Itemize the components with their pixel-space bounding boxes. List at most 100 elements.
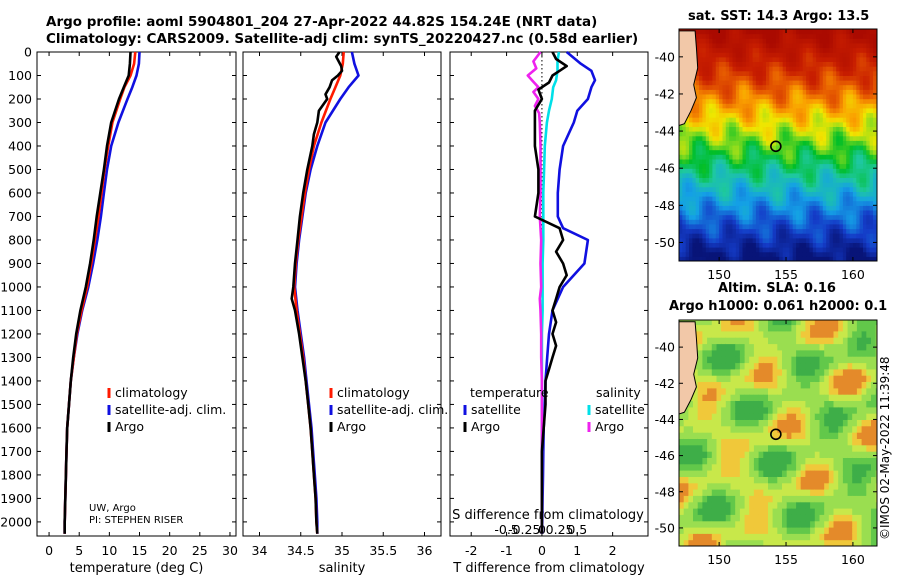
- sla-cell: [735, 476, 741, 484]
- sst-cell: [776, 205, 780, 211]
- sst-cell: [772, 121, 777, 127]
- sst-cell: [705, 52, 710, 58]
- sst-cell: [715, 237, 720, 243]
- sst-cell: [849, 237, 854, 243]
- sla-cell: [833, 527, 839, 534]
- sst-cell: [859, 223, 864, 230]
- sst-cell: [762, 61, 767, 67]
- sst-cell: [755, 121, 760, 127]
- sla-cell: [749, 514, 755, 522]
- sst-cell: [796, 131, 800, 137]
- sst-cell: [849, 135, 854, 141]
- sst-cell: [752, 210, 757, 216]
- sst-cell: [869, 103, 874, 109]
- sla-cell: [679, 463, 685, 471]
- sla-cell: [856, 362, 863, 370]
- sst-cell: [705, 196, 710, 202]
- sst-cell: [685, 196, 690, 202]
- sla-cell: [721, 400, 727, 408]
- sst-cell: [786, 149, 790, 155]
- sla-cell: [838, 368, 844, 376]
- sla-cell: [721, 520, 727, 528]
- sst-cell: [866, 42, 871, 49]
- sst-cell: [699, 168, 703, 174]
- sst-cell: [776, 140, 780, 146]
- sst-cell: [779, 247, 784, 253]
- sst-cell: [699, 117, 703, 123]
- sst-cell: [776, 75, 780, 81]
- sst-cell: [852, 84, 857, 90]
- sla-cell: [688, 463, 694, 471]
- sst-cell: [822, 89, 827, 95]
- sst-cell: [802, 89, 807, 95]
- sla-cell: [819, 419, 825, 427]
- sla-cell: [800, 482, 806, 490]
- sst-cell: [715, 251, 720, 257]
- sst-cell: [799, 205, 804, 211]
- sst-cell: [742, 135, 747, 141]
- sla-cell: [824, 457, 830, 465]
- sst-cell: [859, 61, 864, 67]
- sst-cell: [829, 177, 834, 183]
- sst-cell: [695, 182, 700, 188]
- sst-cell: [705, 117, 710, 123]
- sla-cell: [786, 495, 792, 503]
- sst-cell: [712, 89, 717, 95]
- sla-cell: [786, 438, 792, 446]
- sst-cell: [796, 66, 800, 72]
- sst-cell: [849, 210, 854, 216]
- sst-cell: [715, 149, 720, 155]
- sst-cell: [699, 94, 703, 100]
- sst-cell: [762, 84, 767, 90]
- sst-cell: [735, 140, 740, 146]
- sst-cell: [839, 117, 844, 123]
- sla-cell: [838, 514, 844, 522]
- sst-cell: [712, 182, 717, 188]
- sla-cell: [721, 533, 727, 541]
- sst-cell: [866, 219, 871, 225]
- sst-cell: [742, 210, 747, 216]
- sla-cell: [702, 406, 708, 414]
- sst-cell: [822, 210, 827, 216]
- sla-cell: [711, 539, 718, 546]
- sst-cell: [762, 52, 767, 58]
- sst-cell: [762, 145, 767, 151]
- sst-cell: [779, 107, 784, 114]
- sst-cell: [705, 70, 710, 76]
- sla-cell: [866, 381, 872, 389]
- sst-cell: [786, 121, 790, 127]
- sla-cell: [753, 520, 760, 528]
- sla-cell: [796, 451, 802, 458]
- sst-cell: [749, 61, 754, 67]
- sst-cell: [739, 233, 744, 239]
- sla-cell: [847, 533, 853, 541]
- sst-cell: [766, 196, 770, 202]
- sla-cell: [772, 400, 778, 408]
- sst-cell: [816, 126, 820, 132]
- sla-cell: [782, 394, 788, 401]
- sst-cell: [715, 89, 720, 95]
- sst-cell: [762, 121, 767, 127]
- sst-cell: [745, 214, 750, 220]
- sst-cell: [766, 182, 770, 188]
- sla-cell: [725, 400, 732, 408]
- sla-cell: [847, 349, 853, 357]
- sst-cell: [702, 47, 707, 53]
- sla-cell: [735, 520, 741, 528]
- sst-map-field: [679, 29, 877, 261]
- sst-cell: [782, 210, 787, 216]
- sst-cell: [799, 56, 804, 62]
- sst-cell: [679, 200, 683, 206]
- sst-cell: [699, 75, 703, 81]
- sla-cell: [800, 419, 806, 427]
- sst-cell: [812, 177, 817, 183]
- sst-cell: [806, 186, 810, 192]
- sla-cell: [856, 495, 863, 503]
- sst-cell: [782, 205, 787, 211]
- sst-cell: [846, 70, 851, 76]
- sst-cell: [849, 145, 854, 151]
- sla-cell: [833, 463, 839, 471]
- sst-cell: [806, 219, 810, 225]
- sst-cell: [796, 107, 800, 114]
- tdiff-legend-satellite-label: satellite: [471, 402, 521, 417]
